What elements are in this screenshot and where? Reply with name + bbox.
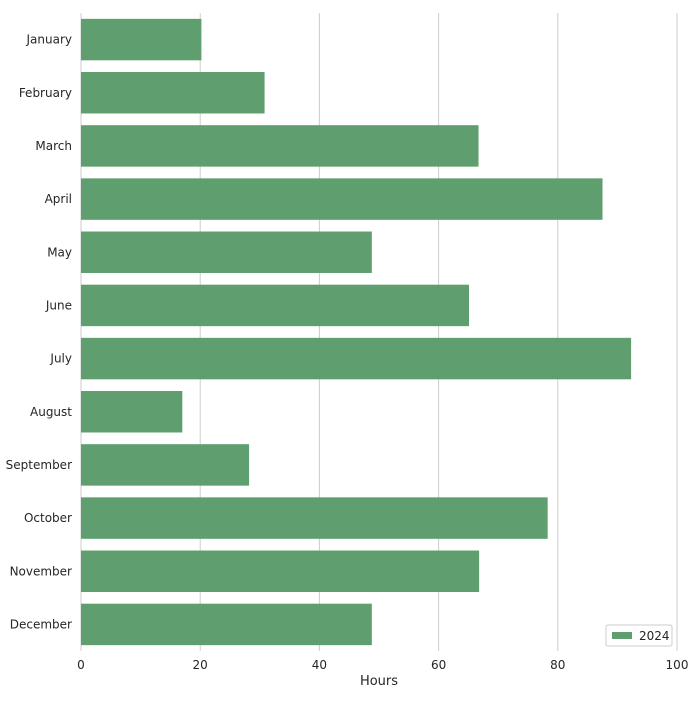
- y-tick-labels: January February March April May June July Augu…: [6, 33, 73, 632]
- bar-march: [81, 125, 479, 167]
- bar-june: [81, 284, 469, 327]
- y-tick-label: February: [19, 86, 72, 100]
- bar-december: [81, 603, 372, 646]
- y-tick-label: April: [45, 192, 72, 206]
- x-tick-label: 20: [193, 658, 208, 672]
- x-tick-label: 40: [312, 658, 327, 672]
- y-tick-label: January: [26, 33, 73, 47]
- bar-august: [81, 391, 183, 433]
- bar-january: [81, 18, 202, 61]
- bar-february: [81, 72, 265, 114]
- x-axis-title: Hours: [360, 674, 398, 689]
- x-tick-label: 100: [666, 658, 689, 672]
- y-tick-label: July: [49, 352, 72, 366]
- x-tick-label: 80: [550, 658, 565, 672]
- x-tick-label: 0: [77, 658, 85, 672]
- bar-november: [81, 550, 480, 592]
- y-tick-label: June: [45, 298, 72, 312]
- bar-may: [81, 231, 372, 273]
- legend: 2024: [605, 624, 673, 647]
- x-tick-labels: 0 20 40 60 80 100: [77, 658, 688, 672]
- bar-october: [81, 497, 548, 539]
- bar-july: [81, 337, 632, 380]
- legend-swatch: [612, 632, 632, 639]
- y-tick-label: May: [47, 245, 72, 259]
- legend-label: 2024: [639, 629, 670, 643]
- y-tick-label: September: [6, 458, 72, 472]
- grid-layer: [80, 13, 678, 651]
- x-tick-label: 60: [431, 658, 446, 672]
- legend-box: [605, 624, 673, 647]
- bar-april: [81, 178, 603, 220]
- y-tick-label: December: [10, 617, 72, 631]
- y-tick-label: August: [30, 405, 72, 419]
- bar-layer: [81, 18, 632, 646]
- y-tick-label: November: [10, 564, 72, 578]
- y-tick-label: October: [24, 511, 72, 525]
- bar-september: [81, 444, 250, 486]
- y-tick-label: March: [35, 139, 72, 153]
